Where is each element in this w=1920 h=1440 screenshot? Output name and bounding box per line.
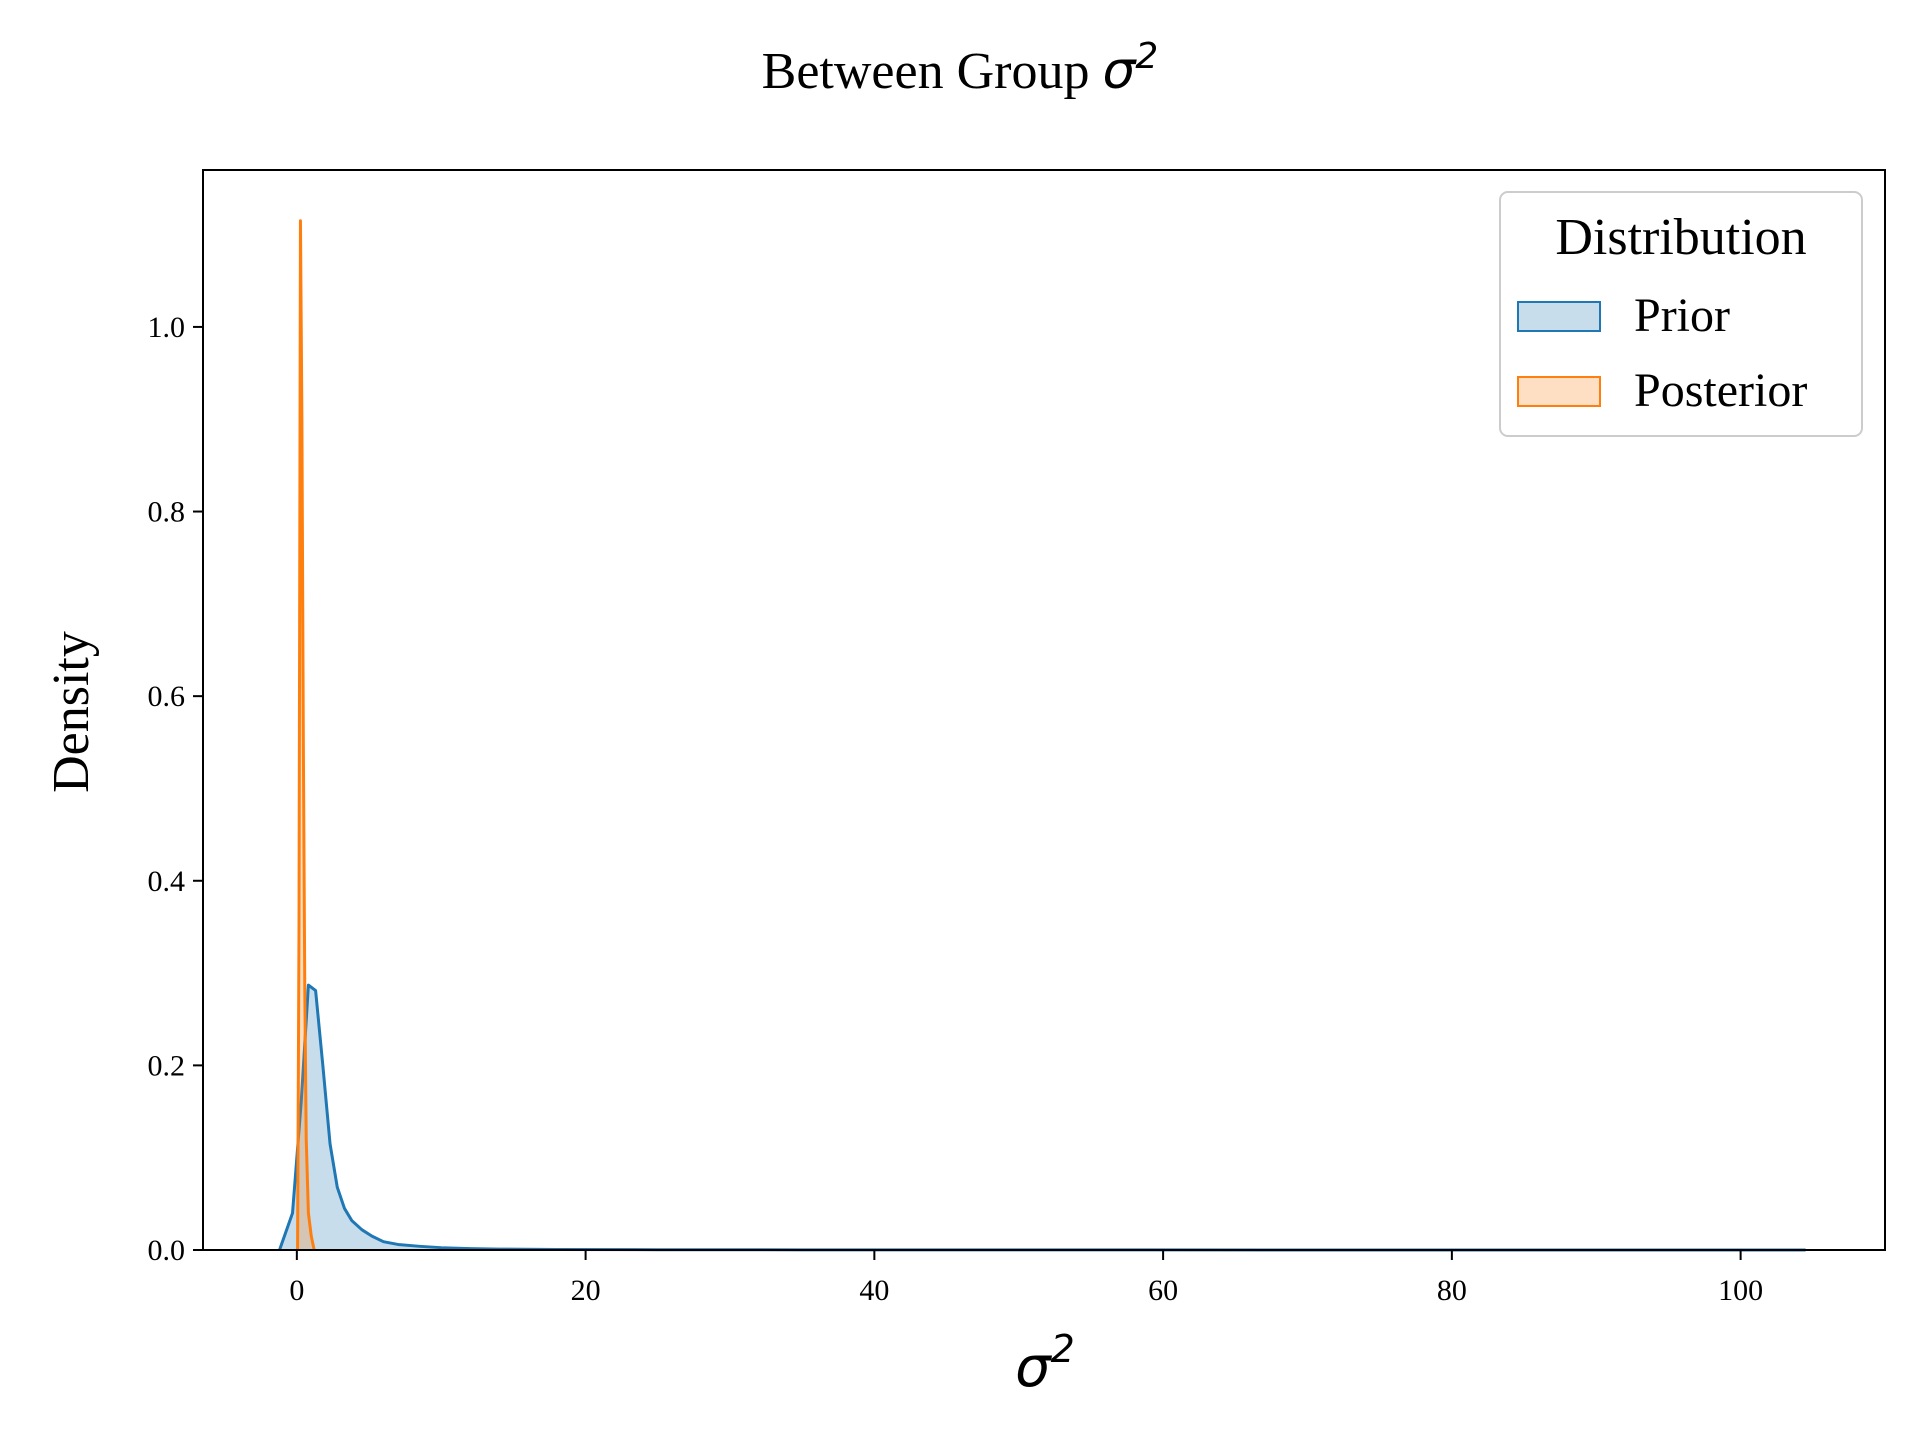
plot-area: 0 20 40 60 80 100 0.0 0.2 0.4 0.6 0.8 1.0: [148, 169, 1886, 1307]
x-tick-label: 0: [289, 1274, 304, 1307]
legend-box: [1499, 191, 1863, 437]
chart-title-symbol: σ: [1102, 41, 1137, 101]
chart-title: Between Group σ2: [762, 36, 1159, 101]
x-tick-label: 80: [1437, 1274, 1467, 1307]
y-ticks: 0.0 0.2 0.4 0.6 0.8 1.0: [148, 311, 203, 1267]
x-tick-label: 60: [1148, 1274, 1178, 1307]
x-axis-label-symbol: σ: [1015, 1335, 1052, 1400]
y-tick-label: 0.8: [148, 496, 186, 529]
y-tick-label: 0.2: [148, 1049, 186, 1082]
axes-frame: [202, 169, 1886, 1251]
y-axis-label: Density: [43, 631, 100, 793]
x-tick-label: 20: [571, 1274, 601, 1307]
y-tick-label: 0.6: [148, 680, 186, 713]
legend-swatch-prior: [1517, 301, 1601, 332]
y-tick-label: 0.0: [148, 1234, 186, 1267]
y-tick-label: 1.0: [148, 311, 186, 344]
chart-title-sup: 2: [1135, 36, 1158, 77]
legend-swatch-posterior: [1517, 376, 1601, 407]
legend: Distribution Prior Posterior: [1499, 191, 1863, 437]
x-tick-label: 40: [859, 1274, 889, 1307]
y-tick-label: 0.4: [148, 865, 186, 898]
legend-title: Distribution: [1555, 209, 1806, 266]
chart-title-text: Between Group: [762, 43, 1103, 100]
x-axis-label-sup: 2: [1051, 1327, 1075, 1371]
legend-label-posterior: Posterior: [1634, 364, 1807, 417]
x-ticks: 0 20 40 60 80 100: [289, 1250, 1763, 1307]
legend-label-prior: Prior: [1634, 289, 1730, 342]
series-line-posterior: [296, 219, 316, 1251]
x-axis-label: σ2: [1015, 1327, 1075, 1400]
x-tick-label: 100: [1718, 1274, 1763, 1307]
